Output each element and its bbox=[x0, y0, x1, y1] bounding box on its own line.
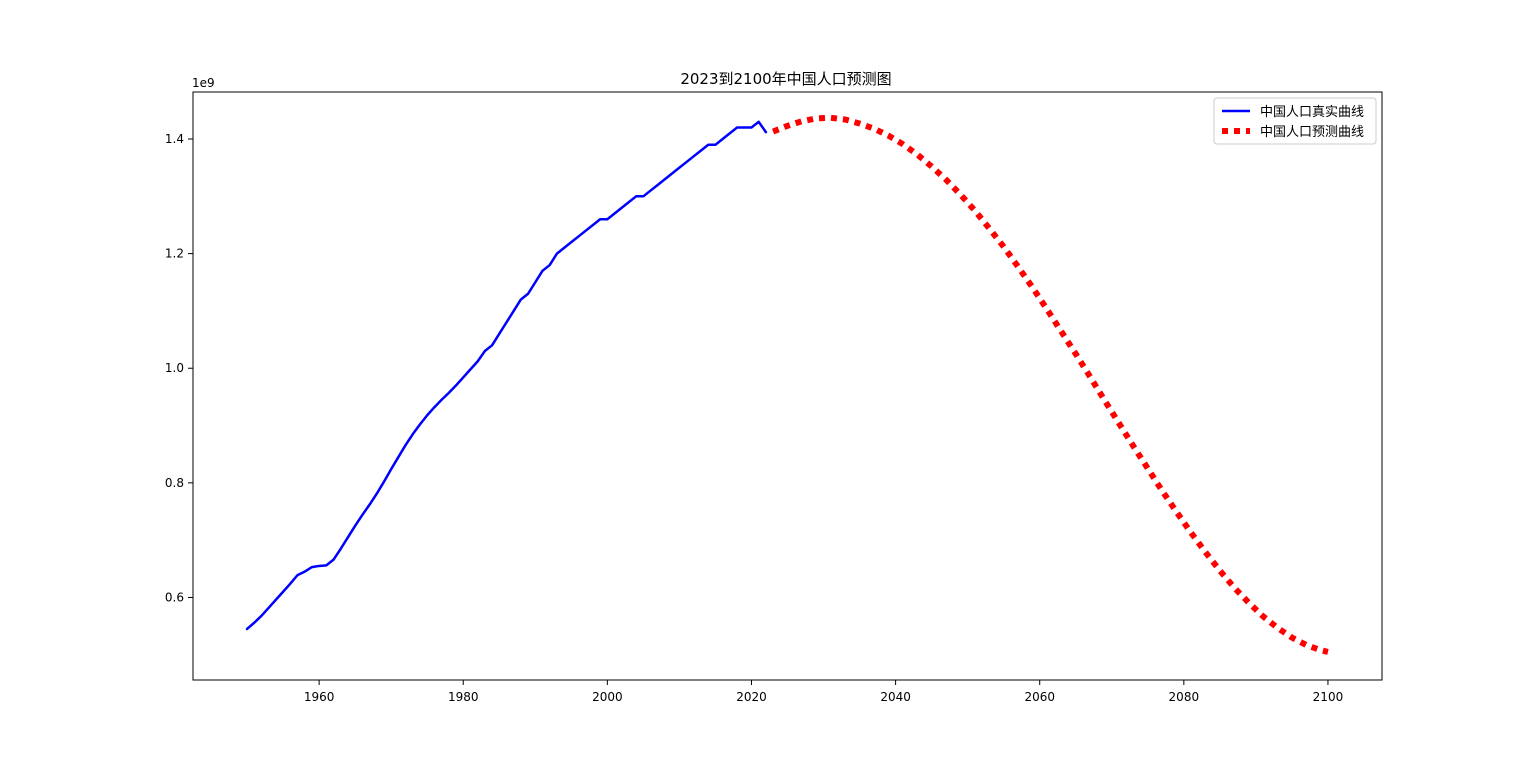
y-tick-label: 1.2 bbox=[165, 247, 184, 261]
x-tick-label: 2000 bbox=[592, 690, 623, 704]
x-tick-label: 2020 bbox=[736, 690, 767, 704]
x-axis: 1960 1980 2000 2020 2040 2060 2080 2100 bbox=[304, 680, 1343, 704]
plot-frame bbox=[192, 91, 1383, 681]
series-layer bbox=[245, 114, 1329, 655]
chart-title: 2023到2100年中国人口预测图 bbox=[680, 70, 891, 88]
legend-box bbox=[1213, 97, 1377, 145]
y-tick-label: 1.4 bbox=[165, 132, 184, 146]
y-tick-label: 0.8 bbox=[165, 476, 184, 490]
y-axis: 0.6 0.8 1.0 1.2 1.4 bbox=[165, 132, 193, 604]
x-tick-label: 2040 bbox=[880, 690, 911, 704]
x-tick-label: 2060 bbox=[1024, 690, 1055, 704]
legend-label-0: 中国人口真实曲线 bbox=[1260, 105, 1364, 120]
series-line-1 bbox=[771, 114, 1329, 655]
y-tick-label: 0.6 bbox=[165, 590, 184, 604]
x-tick-label: 2100 bbox=[1313, 690, 1344, 704]
x-tick-label: 2080 bbox=[1169, 690, 1200, 704]
y-axis-offset-label: 1e9 bbox=[192, 76, 215, 90]
x-tick-label: 1980 bbox=[448, 690, 479, 704]
legend-label-1: 中国人口预测曲线 bbox=[1260, 125, 1364, 140]
x-tick-label: 1960 bbox=[304, 690, 335, 704]
y-tick-label: 1.0 bbox=[165, 361, 184, 375]
series-line-0 bbox=[245, 120, 768, 631]
